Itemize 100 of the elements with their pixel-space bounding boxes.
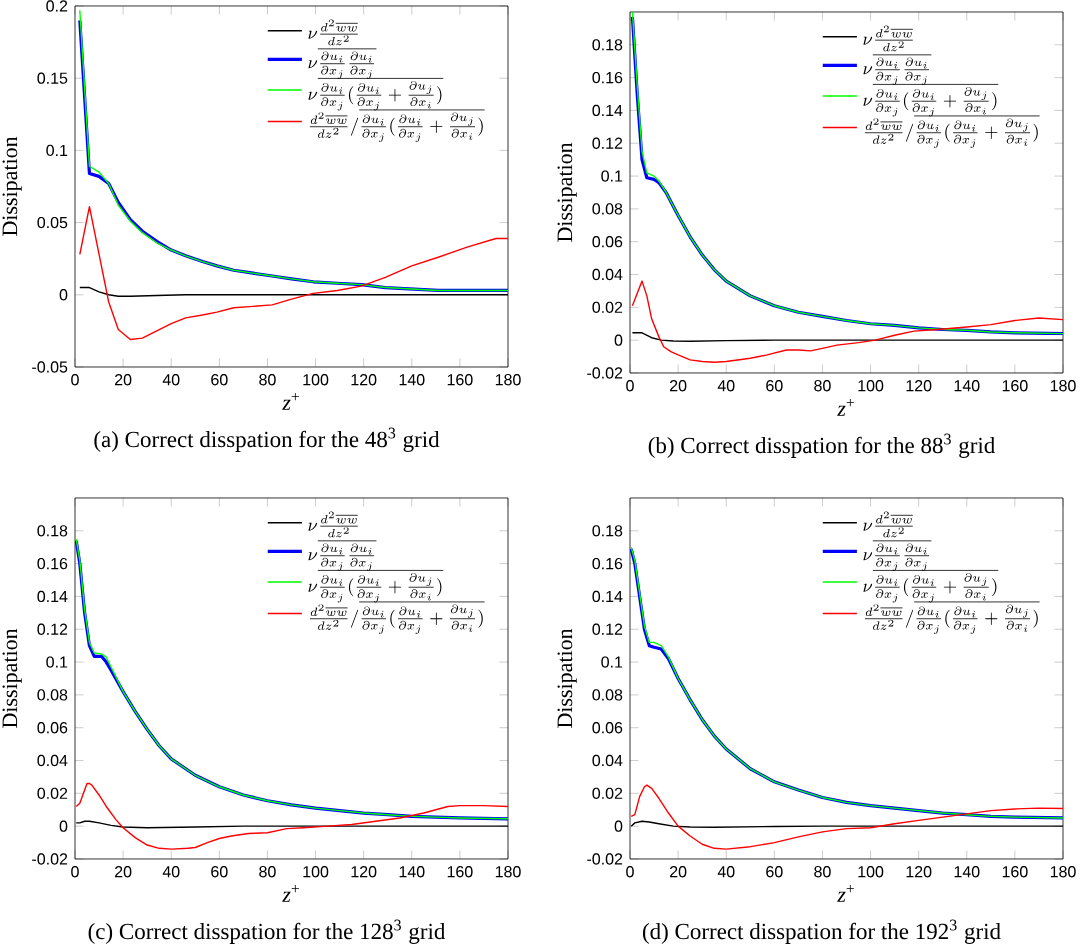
- y-tick-label: 0.16: [592, 557, 623, 570]
- legend-label: $\nu\overline{\frac{\partial u_i}{\partial x_j}(\frac{\partial u_i}{\partial x_j}+\frac{\partial u_j}{\partial x_i})}$: [863, 570, 999, 603]
- text: (d) Correct disspation for the 192$^{3}$ grid: [642, 919, 1001, 944]
- x-tick-label: 180: [1050, 380, 1076, 392]
- x-tick-label: 40: [162, 374, 180, 386]
- y-tick-label: 0.08: [592, 689, 623, 701]
- y-tick-label: 0.2: [46, 0, 68, 12]
- y-axis-title: Dissipation: [557, 142, 577, 242]
- y-tick-label: 0.06: [592, 722, 623, 734]
- y-tick-label: 0.16: [37, 557, 68, 570]
- x-tick-label: 180: [1050, 866, 1076, 878]
- x-tick-label: 140: [954, 380, 980, 392]
- y-axis-title: Dissipation: [2, 136, 22, 236]
- x-tick-label: 0: [626, 866, 634, 878]
- x-tick-label: 120: [906, 380, 932, 392]
- x-tick-label: 20: [115, 866, 132, 878]
- y-tick-label: 0.08: [37, 689, 68, 701]
- legend-label: $\frac{d^2\overline{ww}}{dz^2}/\overline{\frac{\partial u_i}{\partial x_j}(\frac{\partial u_i}{\partial x_j}+\frac{\partial u_j}{\partial x_i})}$: [864, 601, 1040, 634]
- x-tick-label: 100: [303, 374, 329, 386]
- y-tick-label: 0.18: [592, 525, 623, 537]
- x-tick-label: 100: [858, 380, 884, 392]
- x-tick-label: 60: [211, 866, 228, 878]
- y-axis-title: Dissipation: [2, 628, 22, 728]
- y-tick-label: -0.05: [32, 361, 68, 373]
- y-tick-label: 0: [59, 289, 68, 301]
- x-tick-label: 160: [447, 374, 473, 386]
- x-tick-label: 120: [351, 374, 377, 386]
- x-tick-label: 40: [717, 866, 735, 878]
- text: (c) Correct disspation for the 128$^{3}$ grid: [88, 919, 446, 944]
- x-tick-label: 120: [906, 866, 932, 878]
- x-tick-label: 100: [303, 866, 329, 878]
- y-tick-label: 0.15: [37, 72, 68, 84]
- legend-label: $\frac{d^2\overline{ww}}{dz^2}/\overline{\frac{\partial u_i}{\partial x_j}(\frac{\partial u_i}{\partial x_j}+\frac{\partial u_j}{\partial x_i})}$: [309, 601, 485, 634]
- x-tick-label: 20: [115, 374, 132, 386]
- legend-label: $\nu\overline{\frac{\partial u_i}{\partial x_j}(\frac{\partial u_i}{\partial x_j}+\frac{\partial u_j}{\partial x_i})}$: [308, 570, 444, 603]
- x-tick-label: 80: [259, 374, 276, 386]
- y-tick-label: 0.04: [592, 754, 623, 767]
- y-tick-label: 0.04: [592, 268, 623, 281]
- legend-label: $\frac{d^2\overline{ww}}{dz^2}/\overline{\frac{\partial u_i}{\partial x_j}(\frac{\partial u_i}{\partial x_j}+\frac{\partial u_j}{\partial x_i})}$: [309, 109, 485, 142]
- y-tick-label: -0.02: [32, 853, 68, 865]
- x-tick-label: 0: [626, 380, 634, 392]
- legend-label: $\nu\frac{d^2\overline{ww}}{dz^2}$: [863, 25, 913, 52]
- y-tick-label: 0.08: [592, 203, 623, 215]
- legend-label: $\nu\frac{d^2\overline{ww}}{dz^2}$: [863, 511, 913, 538]
- x-tick-label: 160: [1002, 866, 1028, 878]
- legend-label: $\nu\overline{\frac{\partial u_i}{\partial x_j}\frac{\partial u_i}{\partial x_j}}$: [863, 540, 932, 571]
- x-tick-label: 60: [766, 866, 783, 878]
- x-tick-label: 120: [351, 866, 377, 878]
- y-tick-label: 0.18: [592, 39, 623, 51]
- legend-label: $\nu\overline{\frac{\partial u_i}{\partial x_j}(\frac{\partial u_i}{\partial x_j}+\frac{\partial u_j}{\partial x_i})}$: [863, 84, 999, 117]
- x-tick-label: 80: [814, 866, 831, 878]
- y-tick-label: 0.1: [46, 656, 68, 668]
- x-axis-title: z$^{+}$: [837, 885, 854, 902]
- x-tick-label: 0: [71, 866, 79, 878]
- x-tick-label: 100: [858, 866, 884, 878]
- x-tick-label: 40: [162, 866, 180, 878]
- y-tick-label: 0.12: [592, 623, 623, 635]
- legend-label: $\nu\overline{\frac{\partial u_i}{\partial x_j}\frac{\partial u_i}{\partial x_j}}$: [308, 48, 377, 79]
- y-tick-label: 0.02: [37, 787, 68, 800]
- x-tick-label: 40: [717, 380, 735, 392]
- y-tick-label: 0: [614, 334, 623, 346]
- x-tick-label: 60: [211, 374, 228, 386]
- x-axis-title: z$^{+}$: [282, 885, 299, 902]
- y-tick-label: 0.05: [37, 216, 68, 229]
- legend-label: $\nu\overline{\frac{\partial u_i}{\partial x_j}\frac{\partial u_i}{\partial x_j}}$: [308, 540, 377, 571]
- y-axis-title: Dissipation: [557, 628, 577, 728]
- x-tick-label: 160: [1002, 380, 1028, 392]
- x-tick-label: 140: [399, 866, 425, 878]
- y-tick-label: 0.1: [601, 656, 623, 668]
- y-tick-label: 0.14: [592, 590, 623, 603]
- text: (a) Correct disspation for the 48$^{3}$ grid: [94, 427, 440, 452]
- legend-label: $\nu\overline{\frac{\partial u_i}{\partial x_j}(\frac{\partial u_i}{\partial x_j}+\frac{\partial u_j}{\partial x_i})}$: [308, 78, 444, 111]
- x-tick-label: 160: [447, 866, 473, 878]
- x-tick-label: 80: [814, 380, 831, 392]
- y-tick-label: 0.16: [592, 71, 623, 84]
- y-tick-label: 0.1: [46, 144, 68, 157]
- x-axis-title: z$^{+}$: [837, 399, 854, 416]
- x-tick-label: 60: [766, 380, 783, 392]
- y-tick-label: -0.02: [587, 853, 623, 865]
- y-tick-label: 0.06: [592, 236, 623, 248]
- x-tick-label: 20: [670, 380, 687, 392]
- legend-label: $\nu\frac{d^2\overline{ww}}{dz^2}$: [308, 511, 358, 538]
- legend-label: $\frac{d^2\overline{ww}}{dz^2}/\overline{\frac{\partial u_i}{\partial x_j}(\frac{\partial u_i}{\partial x_j}+\frac{\partial u_j}{\partial x_i})}$: [864, 115, 1040, 148]
- legend-label: $\nu\frac{d^2\overline{ww}}{dz^2}$: [308, 19, 358, 46]
- x-tick-label: 20: [670, 866, 687, 878]
- x-tick-label: 140: [954, 866, 980, 878]
- x-tick-label: 80: [259, 866, 276, 878]
- y-tick-label: -0.02: [587, 367, 623, 379]
- legend-label: $\nu\overline{\frac{\partial u_i}{\partial x_j}\frac{\partial u_i}{\partial x_j}}$: [863, 54, 932, 85]
- y-tick-label: 0.14: [37, 590, 68, 603]
- y-tick-label: 0.18: [37, 525, 68, 537]
- y-tick-label: 0.02: [592, 301, 623, 314]
- y-tick-label: 0.12: [37, 623, 68, 635]
- x-tick-label: 140: [399, 374, 425, 386]
- y-tick-label: 0: [59, 820, 68, 832]
- y-tick-label: 0.14: [592, 104, 623, 117]
- x-tick-label: 180: [495, 866, 521, 878]
- x-tick-label: 0: [71, 374, 79, 386]
- y-tick-label: 0.02: [592, 787, 623, 800]
- y-tick-label: 0.12: [592, 137, 623, 149]
